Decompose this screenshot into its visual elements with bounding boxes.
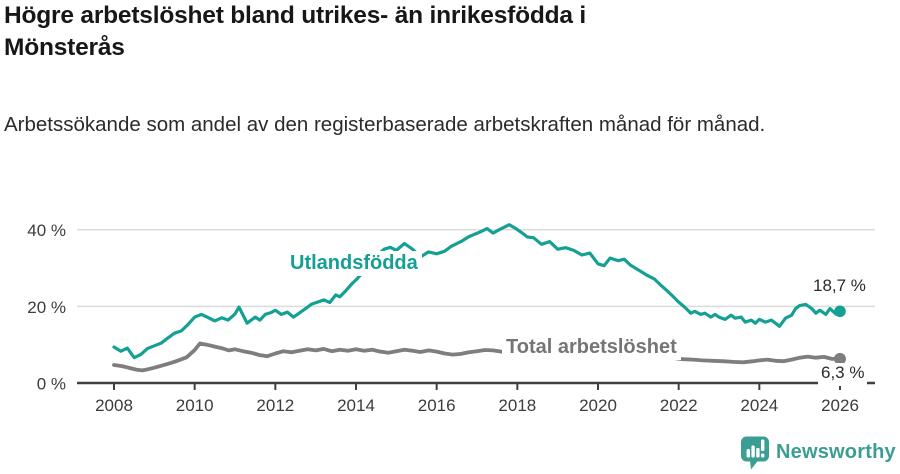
y-tick-label: 0 % — [37, 375, 66, 394]
x-tick-label: 2010 — [176, 396, 214, 415]
x-tick-label: 2020 — [579, 396, 617, 415]
x-tick-label: 2022 — [660, 396, 698, 415]
end-value-label-total: 6,3 % — [818, 363, 868, 386]
x-tick-label: 2018 — [498, 396, 536, 415]
chart-title: Högre arbetslöshet bland utrikes- än inr… — [4, 2, 587, 61]
x-tick-label: 2026 — [821, 396, 859, 415]
x-tick-label: 2008 — [95, 396, 133, 415]
series-label-utlandsfodda: Utlandsfödda — [286, 251, 422, 276]
series-line-total — [112, 341, 842, 373]
series-line-utlandsfodda — [112, 223, 842, 360]
end-value-label-utlandsfodda: 18,7 % — [813, 276, 866, 295]
y-tick-label: 20 % — [27, 298, 66, 317]
x-tick-label: 2024 — [740, 396, 778, 415]
bar-chart-speech-bubble-icon — [741, 436, 769, 470]
y-tick-label: 40 % — [27, 221, 66, 240]
series-endpoint-total — [833, 352, 846, 365]
chart-subtitle: Arbetssökande som andel av den registerb… — [4, 113, 766, 136]
series-endpoint-utlandsfodda — [834, 305, 846, 318]
series-label-total-arbetsloshet: Total arbetslöshet — [502, 335, 681, 360]
x-tick-label: 2014 — [337, 396, 375, 415]
x-tick-label: 2012 — [256, 396, 294, 415]
newsworthy-wordmark: Newsworthy — [776, 441, 896, 463]
newsworthy-logo[interactable]: Newsworthy — [740, 434, 896, 471]
x-tick-label: 2016 — [418, 396, 456, 415]
